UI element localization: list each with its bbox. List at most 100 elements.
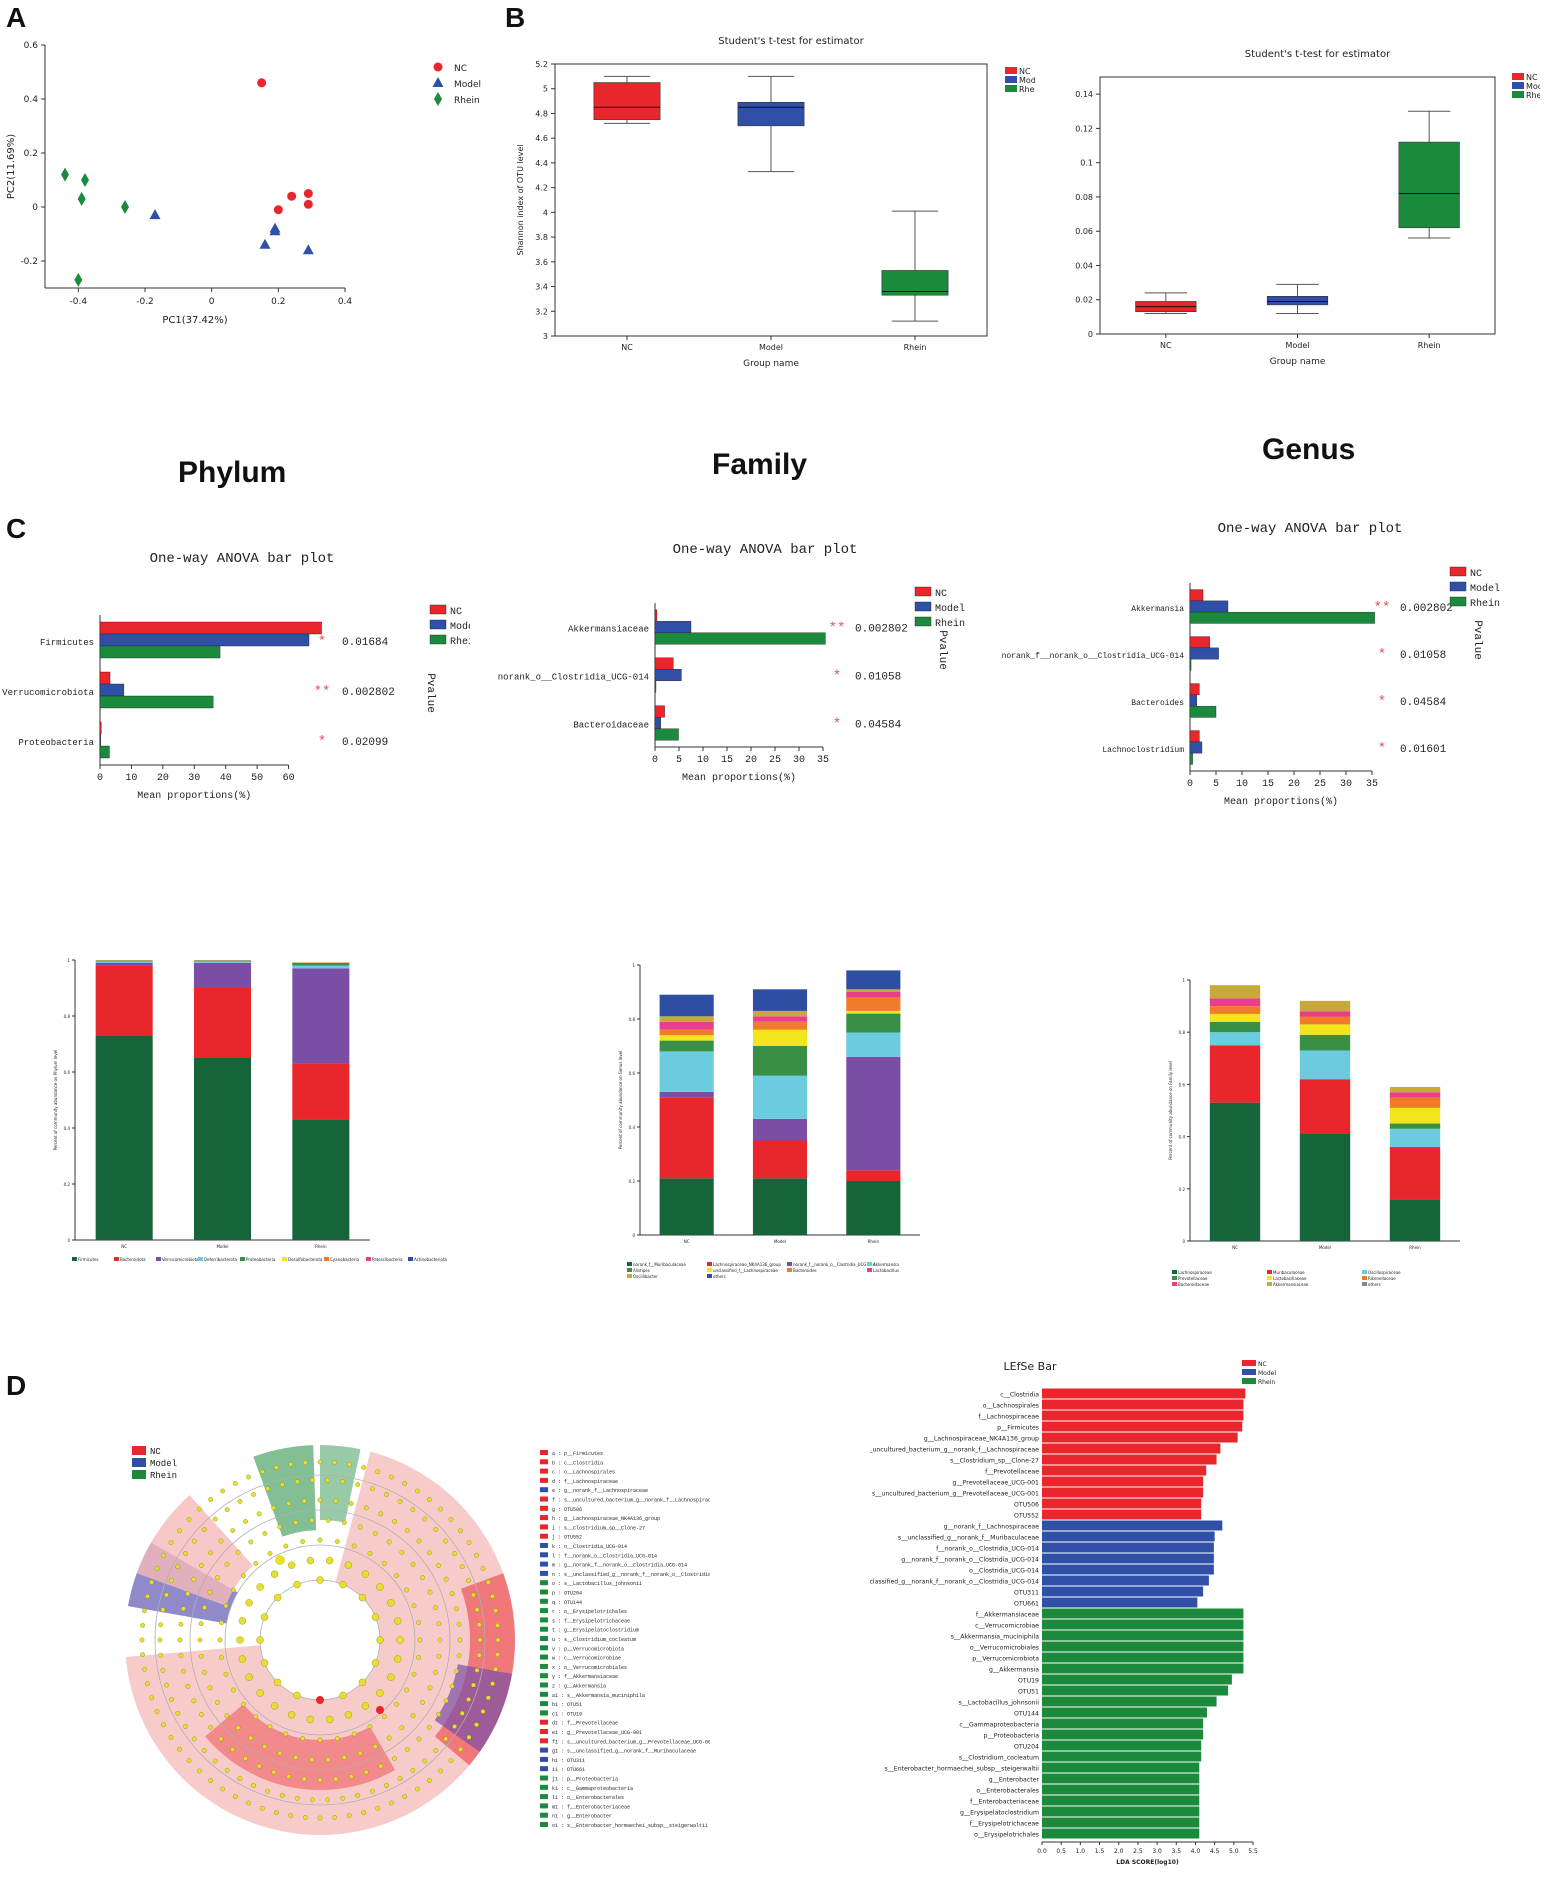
node <box>454 1668 459 1674</box>
bar-rhein <box>1189 611 1375 624</box>
pvalue: 0.01601 <box>1400 744 1447 756</box>
node <box>344 1711 353 1719</box>
y-tick-label: 0.8 <box>629 1017 636 1022</box>
legend-label: Bacteroidota <box>120 1257 146 1262</box>
x-tick-label: NC <box>1160 341 1172 350</box>
legend-label: others <box>713 1274 726 1279</box>
lda-bar-label: f__Prevotellaceae <box>985 1469 1039 1476</box>
lda-bar-rhein <box>1042 1751 1202 1762</box>
stack-segment <box>1389 1087 1441 1093</box>
stack-segment <box>1209 1102 1261 1241</box>
bar-rhein <box>1189 658 1192 671</box>
stack-segment <box>1299 1000 1351 1012</box>
key-swatch <box>540 1710 548 1716</box>
legend-label: Rhein <box>1258 1379 1275 1386</box>
key-label: z : g__Akkermansia <box>552 1684 606 1690</box>
legend-swatch <box>707 1274 712 1278</box>
node <box>495 1652 500 1658</box>
stack-segment <box>292 1119 350 1240</box>
y-tick-label: 4.8 <box>535 109 548 118</box>
node <box>493 1666 498 1672</box>
node <box>243 1756 248 1761</box>
pvalue: 0.01058 <box>1400 650 1446 662</box>
stack-segment <box>292 962 350 966</box>
category-label: Proteobacteria <box>18 738 94 748</box>
x-tick-label: 20 <box>745 755 757 766</box>
y-tick-label: 0 <box>67 1238 70 1243</box>
key-swatch <box>540 1561 548 1567</box>
node <box>480 1566 486 1571</box>
lda-bar-nc <box>1042 1465 1207 1476</box>
legend-swatch <box>429 604 447 615</box>
x-tick-label: 2.5 <box>1133 1848 1143 1855</box>
lda-bar-rhein <box>1042 1828 1200 1839</box>
node <box>427 1550 432 1556</box>
node <box>140 1652 145 1658</box>
x-tick-label: NC <box>121 1244 127 1249</box>
y-tick-label: 1 <box>1182 978 1185 983</box>
legend-label: Model <box>1526 82 1540 91</box>
node <box>186 1758 192 1763</box>
lda-bar-label: p__Verrucomicrobiota <box>972 1656 1039 1663</box>
x-tick-label: 1.0 <box>1076 1848 1086 1855</box>
lda-bar-label: OTU19 <box>1018 1678 1039 1685</box>
y-tick-label: 1 <box>632 963 635 968</box>
lda-bar-label: c__Clostridia <box>1000 1392 1039 1399</box>
legend-label: Cyanobacteria <box>330 1257 360 1262</box>
stack-segment <box>659 1178 714 1235</box>
node <box>458 1528 463 1534</box>
legend-label: Model <box>1019 76 1035 85</box>
node <box>279 1482 285 1487</box>
lda-bar-model <box>1042 1564 1214 1575</box>
y-axis-label: PC2(11.69%) <box>6 134 17 199</box>
legend-label: Rhein <box>935 618 965 630</box>
lda-bar-label: f__Enterobacteriaceae <box>970 1799 1039 1806</box>
node <box>466 1735 472 1740</box>
key-swatch <box>540 1766 548 1772</box>
node <box>454 1606 459 1612</box>
y-tick-label: 4.4 <box>535 159 548 168</box>
legend-label: NC <box>1019 67 1031 76</box>
lda-bar-nc <box>1042 1487 1204 1498</box>
key-swatch <box>540 1654 548 1660</box>
legend-label: NC <box>1470 569 1482 580</box>
x-tick-label: 4.0 <box>1191 1848 1201 1855</box>
x-tick-label: 15 <box>721 755 733 766</box>
node-highlight <box>316 1696 324 1704</box>
chart-title: One-way ANOVA bar plot <box>150 551 335 567</box>
node <box>420 1700 425 1705</box>
node <box>301 1776 307 1782</box>
node <box>325 1556 334 1565</box>
model-point <box>149 209 161 220</box>
lda-bar-label: OTU204 <box>1014 1744 1039 1751</box>
node <box>191 1698 197 1704</box>
box-rhein <box>1398 141 1460 229</box>
bar-nc <box>99 671 111 685</box>
y-tick-label: 0.2 <box>64 1182 71 1187</box>
y-tick-label: 0.6 <box>24 41 39 51</box>
node <box>219 1620 224 1625</box>
lda-bar-nc <box>1042 1410 1244 1421</box>
node <box>375 1806 381 1811</box>
rhein-sector <box>320 1445 361 1523</box>
legend-label: Lactobacillus <box>873 1268 899 1273</box>
node <box>317 1777 323 1783</box>
pvalue: 0.002802 <box>1400 603 1453 615</box>
x-tick-label: 0 <box>209 297 215 307</box>
stack-segment <box>95 961 153 963</box>
node <box>169 1697 174 1702</box>
legend-swatch <box>867 1268 872 1272</box>
node <box>335 1736 340 1741</box>
node <box>212 1758 218 1764</box>
node <box>438 1768 443 1774</box>
legend-label: NC <box>935 589 947 600</box>
node <box>344 1561 353 1569</box>
node <box>371 1659 380 1667</box>
node <box>471 1682 476 1688</box>
x-tick-label: 10 <box>1236 779 1248 790</box>
x-tick-label: Model <box>774 1239 786 1244</box>
model-point <box>302 244 314 255</box>
node <box>396 1636 404 1644</box>
node <box>160 1607 166 1613</box>
key-swatch <box>540 1719 548 1725</box>
